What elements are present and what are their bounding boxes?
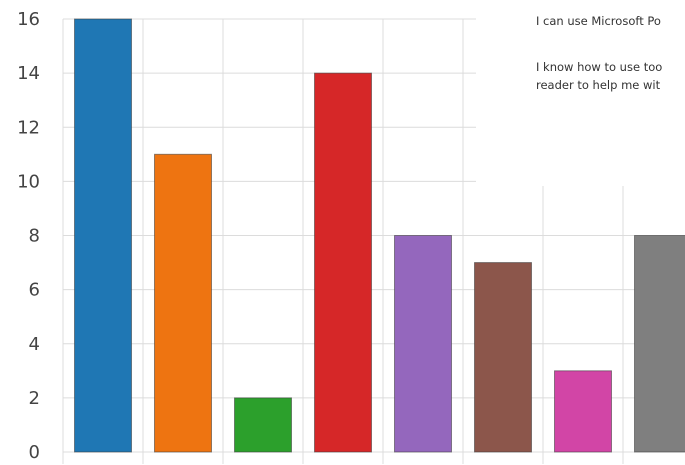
bar-8 [634, 235, 685, 453]
y-tick-label-16: 16 [17, 9, 40, 30]
bar-4 [314, 72, 372, 453]
legend-entry-1: I can use Microsoft Po [536, 14, 661, 28]
y-tick-label-6: 6 [29, 280, 40, 301]
y-tick-label-14: 14 [17, 63, 40, 84]
legend-entry-2: I know how to use too reader to help me … [536, 60, 663, 92]
bar-6 [474, 262, 532, 453]
y-tick-label-2: 2 [29, 388, 40, 409]
y-tick-label-4: 4 [29, 334, 40, 355]
y-tick-label-8: 8 [29, 226, 40, 247]
y-tick-label-0: 0 [29, 442, 40, 463]
bar-1 [74, 18, 132, 453]
legend: I can use Microsoft Po I know how to use… [476, 6, 685, 186]
bar-7 [554, 370, 612, 453]
bar-5 [394, 235, 452, 453]
y-axis: 0 2 4 6 8 10 12 14 16 [17, 9, 40, 463]
y-tick-label-12: 12 [17, 117, 40, 138]
bar-3 [234, 397, 292, 453]
bars [74, 18, 685, 453]
bar-2 [154, 153, 212, 453]
y-tick-label-10: 10 [17, 171, 40, 192]
